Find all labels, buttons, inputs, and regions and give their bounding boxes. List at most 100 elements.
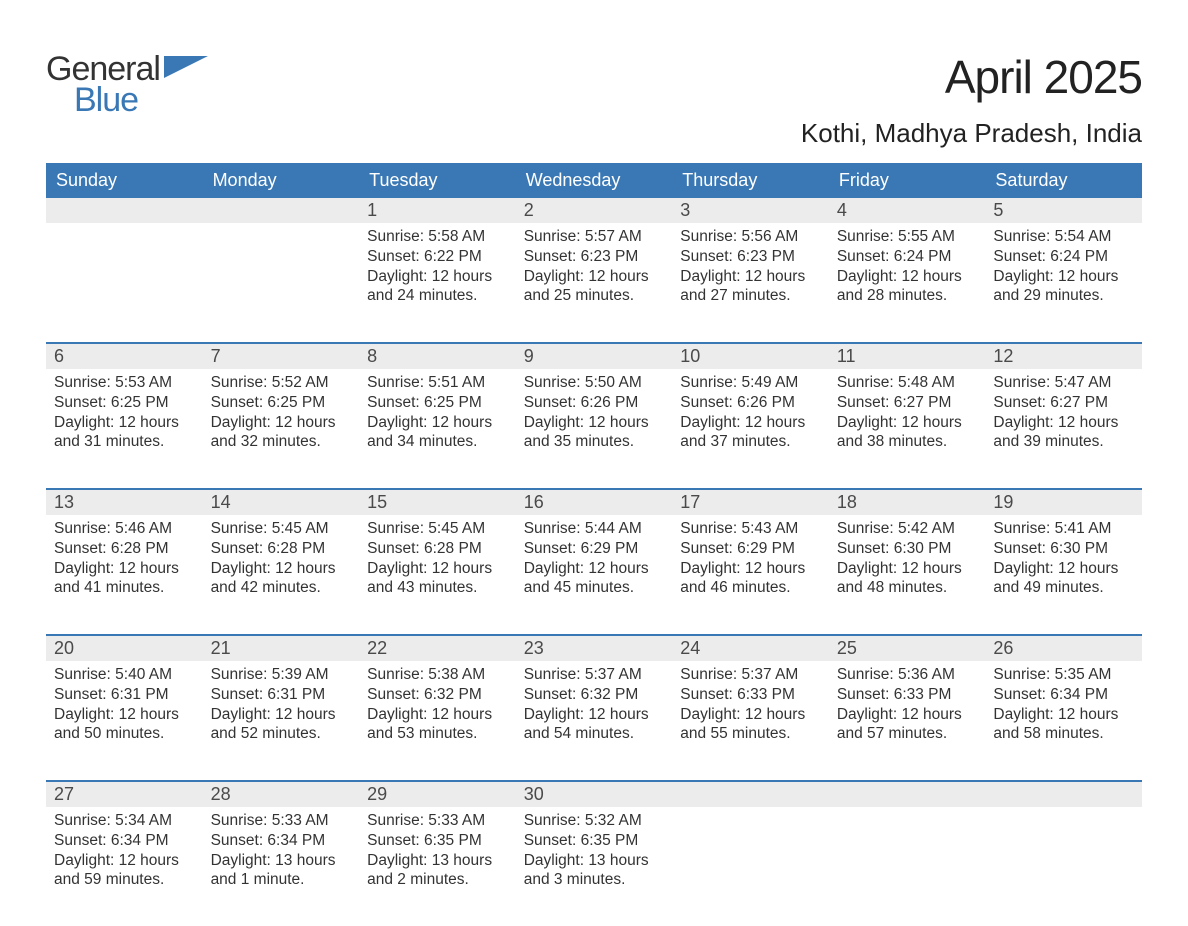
daylight-line: Daylight: 12 hours and 43 minutes. [367,559,508,599]
calendar-week: 6Sunrise: 5:53 AMSunset: 6:25 PMDaylight… [46,342,1142,488]
calendar-day [203,198,360,342]
location-subtitle: Kothi, Madhya Pradesh, India [801,118,1142,149]
sunset-line: Sunset: 6:25 PM [211,393,352,413]
flag-icon [164,56,208,86]
sunset-line: Sunset: 6:27 PM [837,393,978,413]
day-number: 20 [46,636,203,661]
daylight-line: Daylight: 12 hours and 24 minutes. [367,267,508,307]
calendar-day: 5Sunrise: 5:54 AMSunset: 6:24 PMDaylight… [985,198,1142,342]
sunset-line: Sunset: 6:35 PM [367,831,508,851]
calendar-day: 6 Sunrise: 5:53 AMSunset: 6:25 PMDaylight… [46,344,203,488]
brand-logo: General Blue [46,50,208,120]
day-details: Sunrise: 5:45 AMSunset: 6:28 PMDaylight:… [203,515,360,604]
sunset-line: Sunset: 6:31 PM [54,685,195,705]
daylight-line: Daylight: 12 hours and 59 minutes. [54,851,195,891]
sunset-line: Sunset: 6:25 PM [54,393,195,413]
daylight-line: Daylight: 12 hours and 25 minutes. [524,267,665,307]
sunrise-line: Sunrise: 5:48 AM [837,373,978,393]
sunrise-line: Sunrise: 5:53 AM [54,373,195,393]
calendar-day: 19Sunrise: 5:41 AMSunset: 6:30 PMDayligh… [985,490,1142,634]
calendar-day: 22Sunrise: 5:38 AMSunset: 6:32 PMDayligh… [359,636,516,780]
sunrise-line: Sunrise: 5:54 AM [993,227,1134,247]
calendar-day: 26Sunrise: 5:35 AMSunset: 6:34 PMDayligh… [985,636,1142,780]
sunset-line: Sunset: 6:35 PM [524,831,665,851]
sunrise-line: Sunrise: 5:56 AM [680,227,821,247]
sunset-line: Sunset: 6:30 PM [993,539,1134,559]
day-details: Sunrise: 5:36 AMSunset: 6:33 PMDaylight:… [829,661,986,750]
day-number: 28 [203,782,360,807]
calendar-week: 13Sunrise: 5:46 AMSunset: 6:28 PMDayligh… [46,488,1142,634]
day-details: Sunrise: 5:49 AMSunset: 6:26 PMDaylight:… [672,369,829,458]
sunset-line: Sunset: 6:32 PM [524,685,665,705]
daylight-line: Daylight: 12 hours and 46 minutes. [680,559,821,599]
calendar-day: 9Sunrise: 5:50 AMSunset: 6:26 PMDaylight… [516,344,673,488]
sunset-line: Sunset: 6:31 PM [211,685,352,705]
sunrise-line: Sunrise: 5:34 AM [54,811,195,831]
day-number: 5 [985,198,1142,223]
day-details: Sunrise: 5:51 AMSunset: 6:25 PMDaylight:… [359,369,516,458]
day-number: 22 [359,636,516,661]
day-details: Sunrise: 5:50 AMSunset: 6:26 PMDaylight:… [516,369,673,458]
day-number [672,782,829,807]
calendar-day: 27Sunrise: 5:34 AMSunset: 6:34 PMDayligh… [46,782,203,926]
day-details: Sunrise: 5:38 AMSunset: 6:32 PMDaylight:… [359,661,516,750]
day-details: Sunrise: 5:58 AMSunset: 6:22 PMDaylight:… [359,223,516,312]
day-details: Sunrise: 5:47 AMSunset: 6:27 PMDaylight:… [985,369,1142,458]
sunset-line: Sunset: 6:28 PM [211,539,352,559]
sunrise-line: Sunrise: 5:58 AM [367,227,508,247]
day-number: 6 [46,344,203,369]
daylight-line: Daylight: 13 hours and 1 minute. [211,851,352,891]
weekday-header: Saturday [985,163,1142,198]
calendar-day: 25Sunrise: 5:36 AMSunset: 6:33 PMDayligh… [829,636,986,780]
sunrise-line: Sunrise: 5:33 AM [367,811,508,831]
sunset-line: Sunset: 6:28 PM [367,539,508,559]
calendar-day: 12Sunrise: 5:47 AMSunset: 6:27 PMDayligh… [985,344,1142,488]
calendar-day: 15Sunrise: 5:45 AMSunset: 6:28 PMDayligh… [359,490,516,634]
sunset-line: Sunset: 6:24 PM [993,247,1134,267]
day-number: 18 [829,490,986,515]
sunrise-line: Sunrise: 5:37 AM [680,665,821,685]
daylight-line: Daylight: 12 hours and 42 minutes. [211,559,352,599]
daylight-line: Daylight: 12 hours and 39 minutes. [993,413,1134,453]
day-number [985,782,1142,807]
calendar-day: 20Sunrise: 5:40 AMSunset: 6:31 PMDayligh… [46,636,203,780]
day-details: Sunrise: 5:40 AMSunset: 6:31 PMDaylight:… [46,661,203,750]
sunrise-line: Sunrise: 5:44 AM [524,519,665,539]
day-number: 7 [203,344,360,369]
day-number: 9 [516,344,673,369]
calendar-day [46,198,203,342]
daylight-line: Daylight: 12 hours and 55 minutes. [680,705,821,745]
daylight-line: Daylight: 12 hours and 27 minutes. [680,267,821,307]
day-number: 2 [516,198,673,223]
sunrise-line: Sunrise: 5:43 AM [680,519,821,539]
weekday-header-row: SundayMondayTuesdayWednesdayThursdayFrid… [46,163,1142,198]
day-number: 11 [829,344,986,369]
calendar-day: 3Sunrise: 5:56 AMSunset: 6:23 PMDaylight… [672,198,829,342]
weekday-header: Tuesday [359,163,516,198]
day-number: 30 [516,782,673,807]
sunset-line: Sunset: 6:28 PM [54,539,195,559]
daylight-line: Daylight: 12 hours and 31 minutes. [54,413,195,453]
calendar-day: 11Sunrise: 5:48 AMSunset: 6:27 PMDayligh… [829,344,986,488]
day-number: 25 [829,636,986,661]
sunrise-line: Sunrise: 5:50 AM [524,373,665,393]
daylight-line: Daylight: 12 hours and 34 minutes. [367,413,508,453]
calendar-day [829,782,986,926]
day-number: 24 [672,636,829,661]
sunset-line: Sunset: 6:29 PM [524,539,665,559]
day-number: 12 [985,344,1142,369]
sunrise-line: Sunrise: 5:36 AM [837,665,978,685]
sunrise-line: Sunrise: 5:42 AM [837,519,978,539]
day-number: 23 [516,636,673,661]
day-details: Sunrise: 5:46 AMSunset: 6:28 PMDaylight:… [46,515,203,604]
daylight-line: Daylight: 12 hours and 37 minutes. [680,413,821,453]
calendar-week: 20Sunrise: 5:40 AMSunset: 6:31 PMDayligh… [46,634,1142,780]
calendar-day: 8Sunrise: 5:51 AMSunset: 6:25 PMDaylight… [359,344,516,488]
sunrise-line: Sunrise: 5:45 AM [367,519,508,539]
day-number: 16 [516,490,673,515]
day-number: 14 [203,490,360,515]
daylight-line: Daylight: 13 hours and 2 minutes. [367,851,508,891]
calendar-day: 1Sunrise: 5:58 AMSunset: 6:22 PMDaylight… [359,198,516,342]
day-details: Sunrise: 5:33 AMSunset: 6:34 PMDaylight:… [203,807,360,896]
sunrise-line: Sunrise: 5:49 AM [680,373,821,393]
